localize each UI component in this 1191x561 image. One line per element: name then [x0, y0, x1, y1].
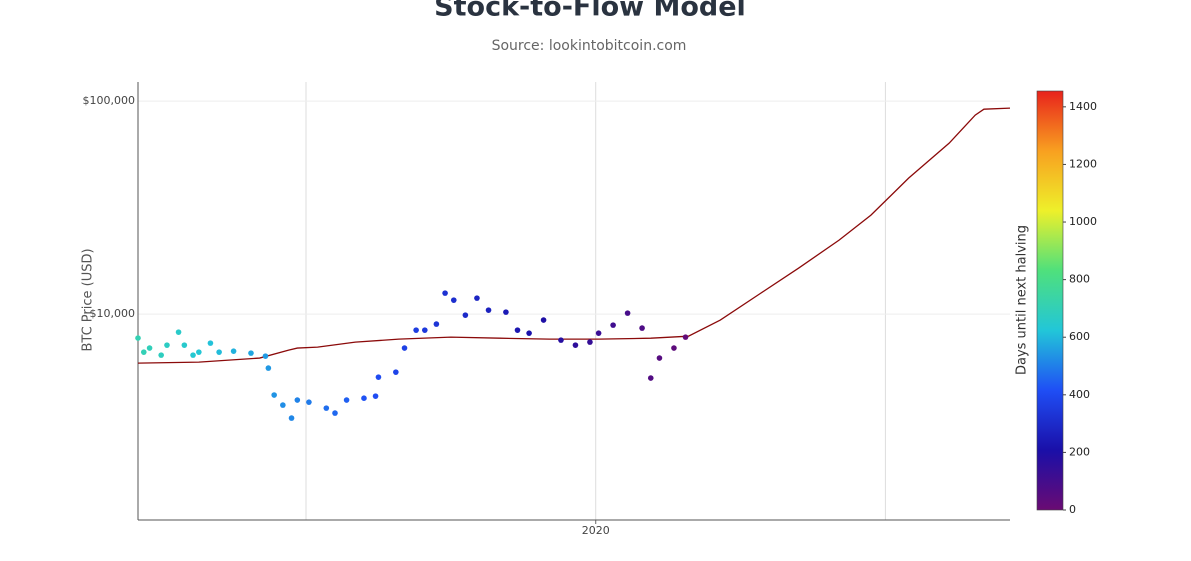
price-point: [558, 337, 564, 343]
y-tick-label: $10,000: [90, 307, 136, 320]
price-point: [639, 325, 645, 331]
price-point: [265, 365, 272, 371]
price-point: [196, 349, 202, 355]
price-point: [572, 342, 579, 348]
price-point: [158, 352, 164, 358]
price-point: [372, 393, 379, 399]
colorbar-tick-label: 1200: [1069, 157, 1097, 170]
price-point: [248, 350, 254, 356]
price-point: [271, 392, 277, 398]
price-point: [401, 345, 408, 351]
price-point: [442, 290, 448, 296]
price-point: [288, 415, 295, 421]
price-point: [280, 402, 286, 408]
x-tick-label: 2020: [582, 524, 610, 537]
price-point: [135, 335, 141, 341]
colorbar-tick-label: 1400: [1069, 100, 1097, 113]
price-point: [361, 395, 367, 401]
price-point: [671, 345, 677, 351]
price-point: [230, 348, 237, 354]
price-point: [610, 322, 616, 328]
price-point: [682, 334, 689, 340]
price-point: [587, 339, 593, 345]
colorbar-tick-label: 1000: [1069, 215, 1097, 228]
price-point: [474, 295, 480, 301]
price-point: [343, 397, 350, 403]
chart-title: Stock-to-Flow Model: [434, 0, 746, 23]
price-point: [422, 327, 428, 333]
price-point: [294, 397, 301, 403]
price-point: [323, 405, 330, 411]
price-point: [207, 340, 214, 346]
price-point: [190, 352, 196, 358]
price-point: [413, 327, 419, 333]
price-point: [462, 312, 469, 318]
price-point: [216, 349, 222, 355]
price-point: [306, 399, 312, 405]
price-point: [181, 342, 188, 348]
colorbar-tick-label: 0: [1069, 503, 1076, 516]
price-point: [624, 310, 631, 316]
price-point: [393, 369, 399, 375]
price-point: [140, 349, 147, 355]
price-point: [375, 374, 382, 380]
price-point: [503, 309, 509, 315]
chart-subtitle: Source: lookintobitcoin.com: [492, 38, 687, 54]
price-point: [433, 321, 440, 327]
price-point: [450, 297, 457, 303]
price-point: [262, 353, 269, 359]
colorbar-tick-label: 800: [1069, 273, 1090, 286]
y-tick-label: $100,000: [83, 94, 136, 107]
y-axis-title: BTC Price (USD): [81, 248, 96, 351]
colorbar-tick-label: 400: [1069, 388, 1090, 401]
price-point: [485, 307, 492, 313]
price-point: [514, 327, 521, 333]
price-point: [647, 375, 654, 381]
price-point: [526, 330, 532, 336]
colorbar: [1036, 90, 1064, 511]
colorbar-title: Days until next halving: [1015, 225, 1030, 375]
price-point: [595, 330, 602, 336]
colorbar-tick-label: 200: [1069, 445, 1090, 458]
price-point: [164, 342, 170, 348]
colorbar-tick-label: 600: [1069, 330, 1090, 343]
price-point: [540, 317, 547, 323]
price-point: [656, 355, 663, 361]
price-point: [332, 410, 338, 416]
price-point: [146, 345, 153, 351]
model-line: [137, 107, 1011, 364]
price-point: [175, 329, 182, 335]
